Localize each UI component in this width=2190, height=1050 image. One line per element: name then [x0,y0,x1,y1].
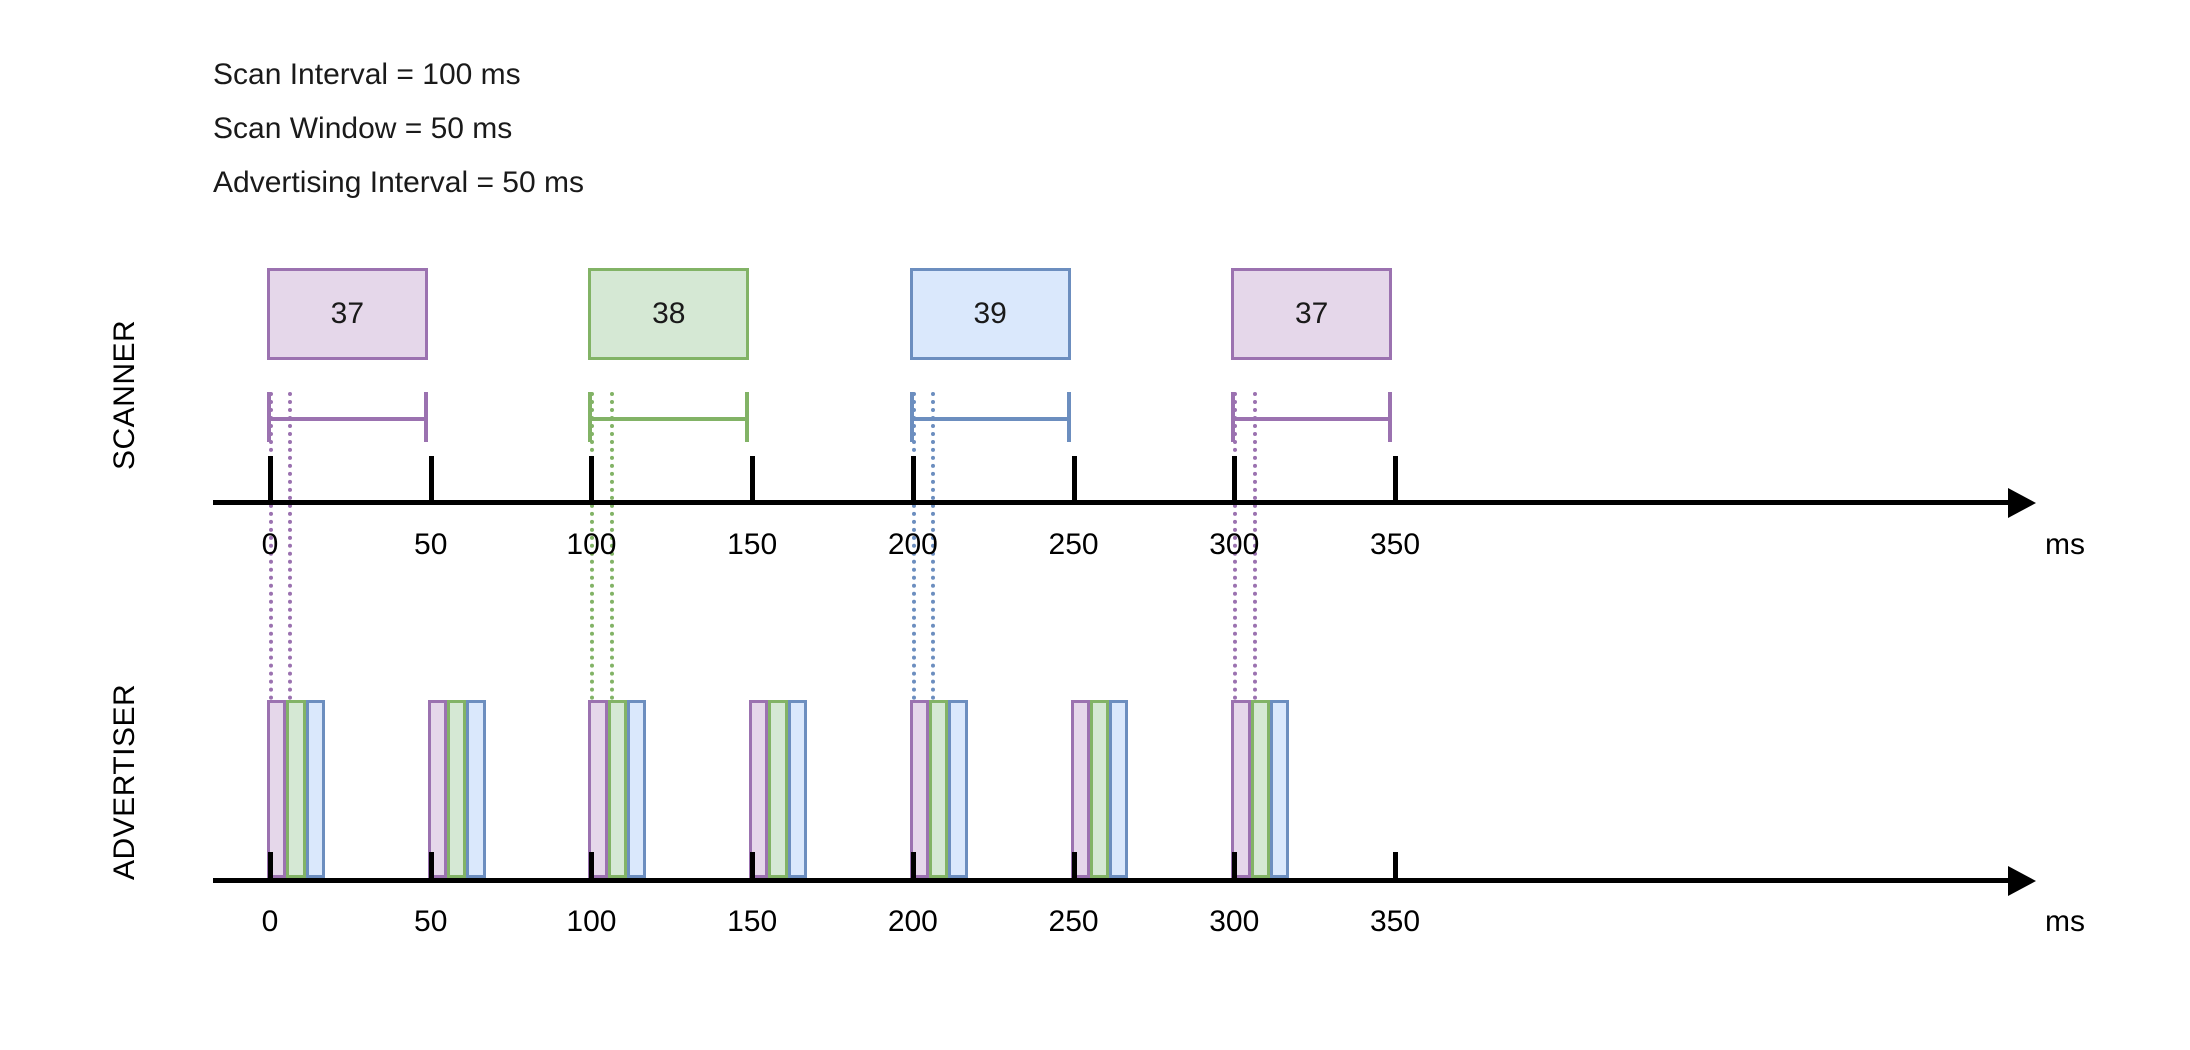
scanner-channel-number: 39 [973,297,1007,330]
scanner-axis-unit: ms [2045,528,2085,561]
connector-dotted-line [288,392,293,700]
advertiser-axis-tick-label: 250 [1048,905,1099,938]
scanner-axis-tick [750,456,756,500]
scanner-axis-tick [1232,456,1238,500]
scanner-axis-tick [1393,456,1398,500]
advertiser-channel-bar [466,700,486,878]
scanner-axis-tick [268,456,273,500]
scanner-channel-box: 39 [909,268,1071,360]
connector-dotted-line [1233,392,1238,700]
advertiser-axis-tick [589,852,595,878]
advertiser-axis-tick-label: 350 [1369,905,1421,938]
advertiser-channel-bar [627,700,647,878]
advertiser-channel-bar [588,700,608,878]
advertiser-channel-bar [286,700,306,878]
advertiser-time-axis [213,866,2036,896]
advertiser-axis-tick-label: 50 [414,905,448,938]
advertiser-axis-unit: ms [2045,905,2085,938]
advertiser-channel-bar [1070,700,1090,878]
advertiser-channel-bar [768,700,788,878]
advertiser-channel-bar [749,700,769,878]
advertiser-axis-tick-label: 100 [566,905,617,938]
scanner-axis-arrow-icon [2008,488,2036,518]
advertiser-axis-tick [428,852,434,878]
bracket-end-cap [745,392,750,442]
scanner-time-axis [213,488,2036,518]
connector-dotted-line [911,392,916,700]
advertiser-channel-bar [447,700,467,878]
bracket-span [1231,417,1392,421]
advertiser-channel-bar [427,700,447,878]
advertiser-channel-bar [1269,700,1290,878]
scanner-axis-tick [910,456,916,500]
param-scan-interval: Scan Interval = 100 ms [213,58,521,91]
bracket-end-cap [423,392,428,442]
scanner-axis-tick [589,456,595,500]
connector-dotted-line [269,392,273,700]
advertiser-channel-bar [787,700,807,878]
advertiser-channel-bar [909,700,930,878]
bracket-end-cap [1387,392,1392,442]
scanner-channel-number: 37 [1294,297,1329,330]
advertiser-axis-tick [910,852,916,878]
advertiser-channel-bar [948,700,968,878]
bracket-span [267,417,428,421]
connector-dotted-line [609,392,614,700]
scanner-channel-number: 38 [652,297,686,330]
scanner-axis-tick-label: 350 [1369,528,1421,561]
advertiser-channel-bar [1231,700,1251,878]
advertiser-channel-bar [1250,700,1270,878]
scanner-axis-tick-label: 300 [1209,528,1260,561]
scanner-axis-tick-label: 50 [414,528,448,561]
advertiser-channel-bar [929,700,949,878]
advertiser-row-label: ADVERTISER [108,683,141,880]
advertiser-axis-tick [1232,852,1238,878]
advertiser-axis-tick [1393,852,1398,878]
scanner-axis-tick [1071,456,1077,500]
advertiser-axis-tick-label: 150 [727,905,778,938]
connector-dotted-line [590,392,595,700]
advertiser-channel-bar [1089,700,1110,878]
advertiser-channel-bar [607,700,627,878]
scanner-axis-tick-label: 150 [727,528,778,561]
advertiser-channel-bar [305,700,325,878]
scanner-channel-box: 37 [1231,268,1392,360]
bracket-end-cap [1066,392,1071,442]
param-scan-window: Scan Window = 50 ms [213,112,513,145]
connector-dotted-line [931,392,936,700]
scanner-axis-tick [428,456,434,500]
advertiser-axis-tick-label: 200 [887,905,938,938]
scanner-channel-number: 37 [330,297,365,330]
scanner-axis-tick-label: 100 [566,528,617,561]
param-adv-interval: Advertising Interval = 50 ms [213,166,585,199]
advertiser-axis-tick [268,852,273,878]
scanner-axis-tick-label: 200 [887,528,938,561]
advertiser-axis-tick [1071,852,1077,878]
parameter-list: Scan Interval = 100 ms Scan Window = 50 … [213,48,584,210]
advertiser-axis-arrow-icon [2008,866,2036,896]
bracket-span [588,417,750,421]
advertiser-axis-tick-label: 0 [261,905,279,938]
bracket-span [909,417,1071,421]
scanner-channel-box: 38 [588,268,750,360]
scanner-row-label: SCANNER [108,319,141,470]
advertiser-axis-tick-label: 300 [1209,905,1260,938]
scanner-axis-tick-label: 0 [261,528,279,561]
connector-dotted-line [1252,392,1257,700]
scanner-channel-box: 37 [267,268,428,360]
scanner-axis-tick-label: 250 [1048,528,1099,561]
advertiser-axis-tick [750,852,756,878]
advertiser-channel-bar [1109,700,1129,878]
advertiser-channel-bar [267,700,287,878]
